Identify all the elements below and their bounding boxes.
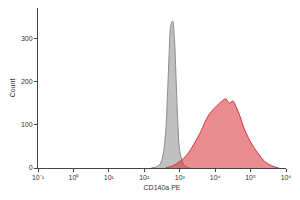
- svg-text:Count: Count: [9, 79, 16, 98]
- svg-text:200: 200: [21, 78, 33, 85]
- svg-text:10⁶: 10⁶: [281, 174, 292, 181]
- svg-text:CD140a PE: CD140a PE: [144, 184, 181, 191]
- svg-text:0: 0: [29, 164, 33, 171]
- svg-text:10²: 10²: [139, 174, 150, 181]
- svg-text:10⁰: 10⁰: [69, 174, 80, 181]
- svg-text:100: 100: [21, 121, 33, 128]
- svg-text:10¹: 10¹: [104, 174, 115, 181]
- svg-text:10³: 10³: [175, 174, 186, 181]
- svg-text:10⁻¹: 10⁻¹: [32, 174, 45, 181]
- svg-text:10⁵: 10⁵: [245, 174, 256, 181]
- svg-text:300: 300: [21, 35, 33, 42]
- svg-text:10⁴: 10⁴: [210, 174, 221, 181]
